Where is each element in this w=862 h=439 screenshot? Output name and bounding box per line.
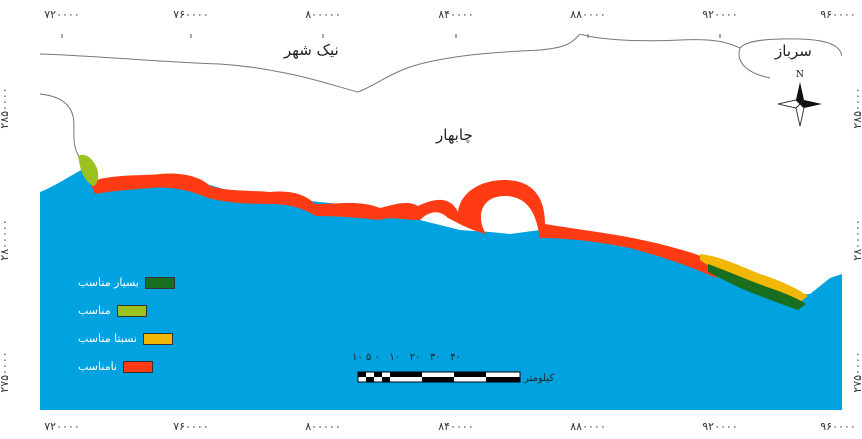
x-tick-top: ۹۶۰۰۰۰ (820, 8, 856, 21)
y-tick-left: ۲۸۵۰۰۰۰ (0, 87, 12, 129)
legend-item-moderately-suitable: نسبتا مناسب (78, 332, 173, 345)
x-tick-bottom: ۸۸۰۰۰۰ (570, 420, 606, 433)
legend-swatch (142, 332, 173, 345)
y-tick-right: ۲۸۰۰۰۰۰ (850, 219, 862, 261)
sea-area (40, 167, 842, 410)
place-label-sarbaz: سرباز (775, 42, 812, 60)
x-tick-bottom: ۷۶۰۰۰۰ (173, 420, 209, 433)
very-suitable-zone (708, 264, 806, 310)
scale-bar-numbers: ۱۰ ۵ ۰ ۱۰ ۲۰ ۳۰ ۴۰ (352, 352, 461, 363)
moderately-suitable-zone (700, 254, 808, 302)
x-tick-top: ۸۸۰۰۰۰ (570, 8, 606, 21)
admin-boundaries (39, 33, 843, 159)
place-label-nikshahr: نیک شهر (284, 41, 339, 59)
suitable-zone (78, 154, 99, 186)
x-tick-top: ۷۶۰۰۰۰ (173, 8, 209, 21)
x-tick-top: ۹۲۰۰۰۰ (702, 8, 738, 21)
x-tick-bottom: ۸۰۰۰۰۰ (305, 420, 341, 433)
x-tick-bottom: ۷۲۰۰۰۰ (44, 420, 80, 433)
place-label-chabahar: چابهار (436, 126, 473, 144)
y-tick-left: ۲۸۰۰۰۰۰ (0, 219, 12, 261)
map-frame: نیک شهر سرباز چابهار N بسیار مناسب مناسب… (39, 33, 843, 410)
x-tick-bottom: ۹۲۰۰۰۰ (702, 420, 738, 433)
map-canvas (39, 33, 843, 410)
legend-swatch (123, 360, 153, 373)
legend-label: بسیار مناسب (78, 276, 139, 289)
scale-bar (357, 371, 521, 383)
x-tick-bottom: ۹۶۰۰۰۰ (820, 420, 856, 433)
north-arrow-label: N (796, 70, 804, 80)
legend-label: نسبتا مناسب (78, 332, 137, 345)
north-arrow-icon (777, 82, 822, 127)
legend-label: مناسب (78, 304, 111, 317)
y-tick-left: ۲۷۵۰۰۰۰ (0, 351, 12, 393)
scale-bar-unit: کیلومتر (524, 373, 555, 384)
x-tick-bottom: ۸۴۰۰۰۰ (438, 420, 474, 433)
legend-swatch (116, 304, 147, 317)
legend-item-very-suitable: بسیار مناسب (78, 276, 175, 289)
x-tick-top: ۸۴۰۰۰۰ (438, 8, 474, 21)
y-tick-right: ۲۸۵۰۰۰۰ (850, 87, 862, 129)
legend-swatch (144, 276, 175, 289)
legend-label: نامناسب (78, 360, 117, 373)
x-tick-top: ۸۰۰۰۰۰ (305, 8, 341, 21)
y-tick-right: ۲۷۵۰۰۰۰ (850, 351, 862, 393)
x-tick-top: ۷۲۰۰۰۰ (44, 8, 80, 21)
legend-item-suitable: مناسب (78, 304, 147, 317)
unsuitable-zone (90, 173, 720, 278)
legend-item-unsuitable: نامناسب (78, 360, 153, 373)
